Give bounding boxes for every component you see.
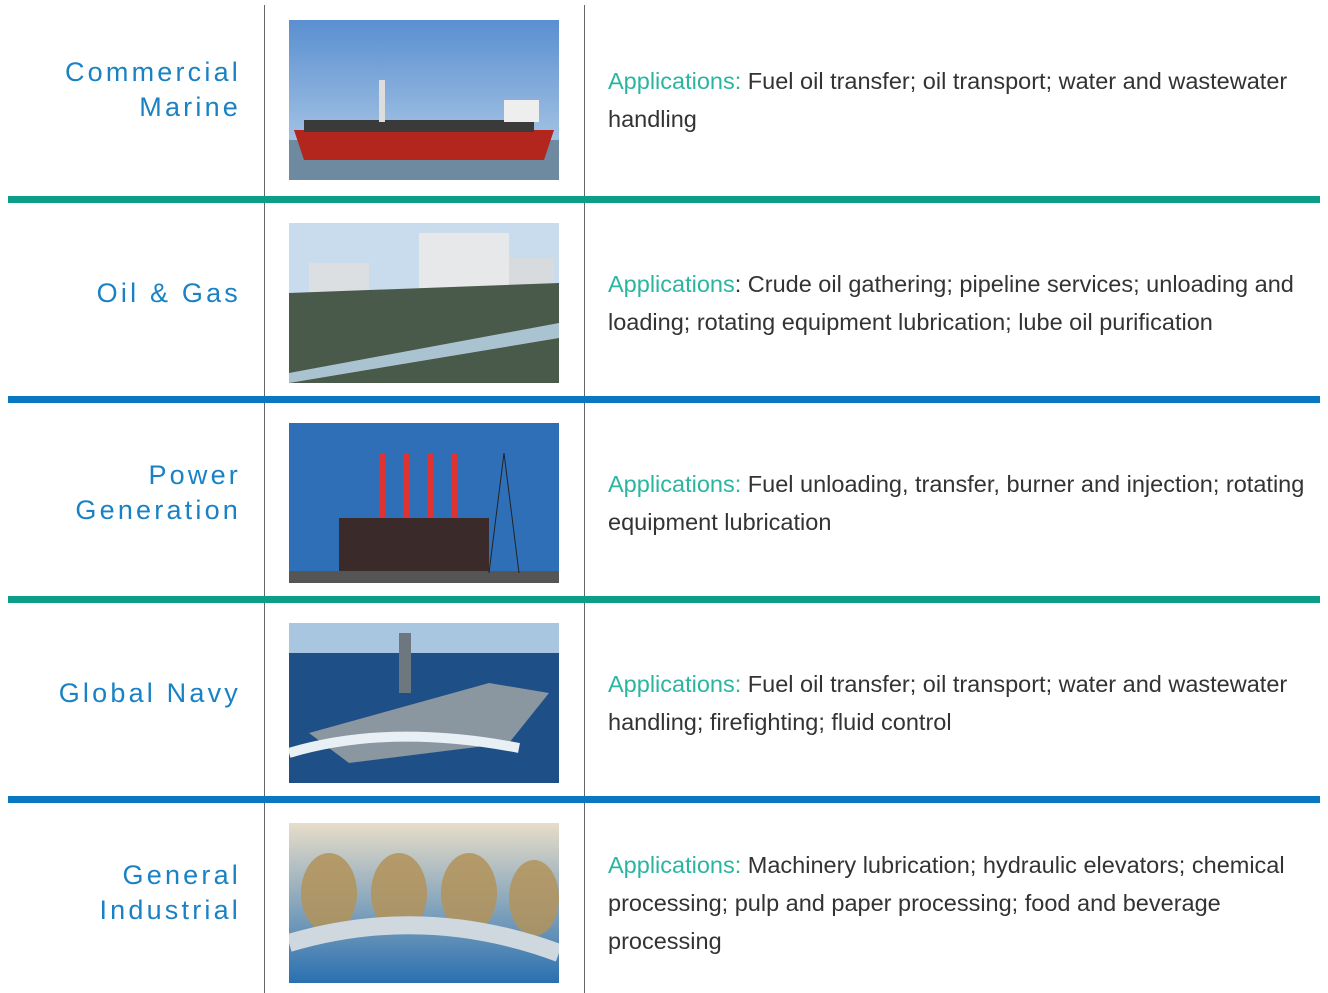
row-title: Commercial Marine [11, 0, 241, 180]
row: Global Navy Applications: Fuel oil transf… [0, 603, 1328, 803]
row-title: Power Generation [11, 403, 241, 583]
row-separator [8, 596, 1320, 603]
column-divider [264, 5, 265, 993]
photo-image [289, 423, 559, 583]
applications-text: Fuel oil transfer; oil transport; water … [608, 671, 1288, 735]
row-title-line: Generation [75, 495, 241, 525]
row-title: General Industrial [11, 803, 241, 983]
column-divider [584, 5, 585, 993]
photo-image [289, 623, 559, 783]
description: Applications: Crude oil gathering; pipel… [608, 203, 1323, 403]
applications-label: Applications [608, 271, 735, 297]
applications-label: Applications: [608, 852, 742, 878]
photo [289, 20, 559, 180]
description-text: Applications: Fuel oil transfer; oil tra… [608, 665, 1323, 741]
row: Oil & Gas Applications: Crude oil gatheri… [0, 203, 1328, 403]
row-title-line: Global Navy [58, 677, 241, 708]
photo [289, 423, 559, 583]
row-separator [8, 396, 1320, 403]
description-text: Applications: Fuel unloading, transfer, … [608, 465, 1323, 541]
description-text: Applications: Crude oil gathering; pipel… [608, 265, 1323, 341]
description: Applications: Fuel oil transfer; oil tra… [608, 0, 1323, 200]
row-separator [8, 196, 1320, 203]
row-title-line: Power [148, 460, 241, 490]
row-title-line: Oil & Gas [96, 277, 241, 308]
row-separator [8, 796, 1320, 803]
applications-text: Fuel unloading, transfer, burner and inj… [608, 471, 1305, 535]
description: Applications: Machinery lubrication; hyd… [608, 803, 1323, 993]
row-title-line: Marine [139, 92, 241, 122]
photo-image [289, 823, 559, 983]
applications-label: Applications: [608, 671, 742, 697]
applications-label: Applications: [608, 68, 742, 94]
row-title-line: Industrial [99, 895, 241, 925]
applications-text: Fuel oil transfer; oil transport; water … [608, 68, 1288, 132]
row-title-line: General [122, 860, 241, 890]
description: Applications: Fuel unloading, transfer, … [608, 403, 1323, 603]
row: General Industrial Applications: Machinery… [0, 803, 1328, 993]
applications-label: Applications: [608, 471, 742, 497]
photo [289, 623, 559, 783]
description-text: Applications: Machinery lubrication; hyd… [608, 846, 1323, 960]
description: Applications: Fuel oil transfer; oil tra… [608, 603, 1323, 803]
description-text: Applications: Fuel oil transfer; oil tra… [608, 62, 1323, 138]
applications-text: Machinery lubrication; hydraulic elevato… [608, 852, 1285, 954]
row-title: Global Navy [11, 603, 241, 783]
row: Power Generation Applications: Fuel unload… [0, 403, 1328, 603]
photo [289, 223, 559, 383]
applications-text: : Crude oil gathering; pipeline services… [608, 271, 1294, 335]
row-title: Oil & Gas [11, 203, 241, 383]
row-title-line: Commercial [64, 57, 241, 87]
photo [289, 823, 559, 983]
row: Commercial Marine Applications: Fuel oil t… [0, 0, 1328, 200]
photo-image [289, 223, 559, 383]
photo-image [289, 20, 559, 180]
